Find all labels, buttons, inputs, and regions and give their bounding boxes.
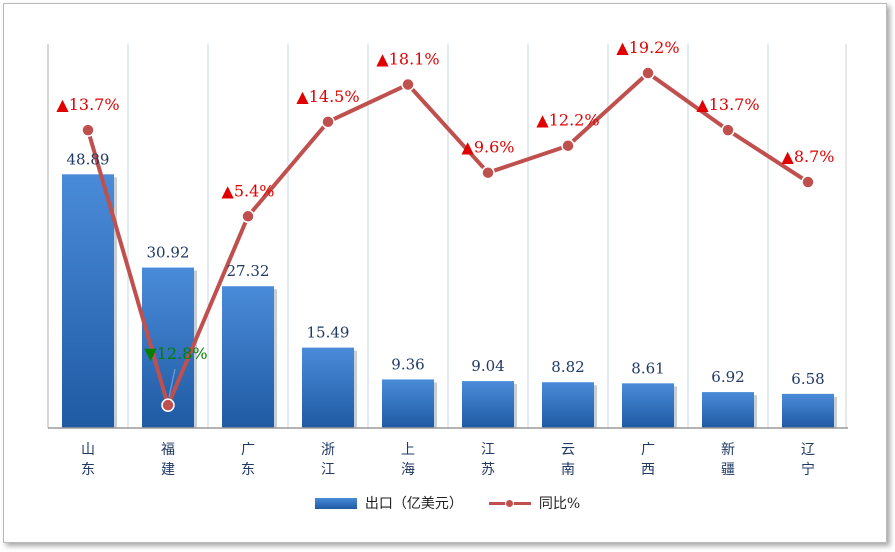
legend-swatch-bar xyxy=(314,497,357,509)
legend-swatch-line xyxy=(488,498,531,509)
bar-value-label: 15.49 xyxy=(307,324,350,342)
bar-value-label: 8.61 xyxy=(631,359,664,377)
bar-4 xyxy=(302,347,354,428)
x-tick-label: 辽宁 xyxy=(801,442,815,478)
x-tick-label-line: 海 xyxy=(401,462,415,478)
bar-1 xyxy=(62,174,114,428)
x-tick-label-line: 江 xyxy=(481,442,495,458)
legend-item-export: 出口（亿美元） xyxy=(314,493,463,513)
yoy-point-2 xyxy=(161,398,175,412)
yoy-point-7 xyxy=(561,138,575,153)
yoy-point-4 xyxy=(321,115,335,129)
yoy-value-label: ▲5.4% xyxy=(222,181,275,200)
x-tick-label: 浙江 xyxy=(321,442,335,478)
x-tick-label-line: 苏 xyxy=(481,462,495,478)
yoy-point-8 xyxy=(641,66,655,80)
x-tick-label: 广东 xyxy=(241,442,255,478)
yoy-point-6 xyxy=(481,165,495,180)
yoy-point-10 xyxy=(801,175,815,189)
bar-9 xyxy=(702,392,754,428)
x-tick-label-line: 广 xyxy=(241,442,255,458)
legend-label-export: 出口（亿美元） xyxy=(364,496,463,512)
x-tick-label-line: 辽 xyxy=(801,442,815,458)
x-tick-label: 福建 xyxy=(161,442,175,478)
x-tick-label: 新疆 xyxy=(721,442,735,478)
x-tick-label-line: 云 xyxy=(561,442,575,458)
x-tick-label-line: 东 xyxy=(81,462,95,478)
x-tick-label-line: 疆 xyxy=(721,462,735,478)
legend-item-yoy: 同比% xyxy=(488,493,581,513)
bar-value-label: 9.36 xyxy=(391,355,424,373)
bar-value-label: 6.92 xyxy=(711,368,744,386)
yoy-value-label: ▲9.6% xyxy=(462,138,515,157)
x-tick-label-line: 宁 xyxy=(801,461,815,478)
yoy-line xyxy=(86,71,810,408)
x-tick-label-line: 福 xyxy=(161,442,175,458)
x-tick-label-line: 上 xyxy=(401,442,415,458)
legend: 出口（亿美元） 同比% xyxy=(0,493,895,513)
x-tick-label-line: 广 xyxy=(641,442,655,458)
yoy-point-5 xyxy=(401,77,415,92)
yoy-point-3 xyxy=(241,209,255,224)
x-tick-label-line: 山 xyxy=(81,442,95,458)
bar-7 xyxy=(542,382,594,428)
yoy-value-label: ▲13.7% xyxy=(696,95,759,114)
bar-value-label: 30.92 xyxy=(147,244,190,262)
yoy-value-label: ▲19.2% xyxy=(616,38,679,57)
x-tick-label-line: 浙 xyxy=(321,442,335,458)
yoy-point-1 xyxy=(81,123,95,137)
legend-label-yoy: 同比% xyxy=(538,496,581,512)
yoy-value-label: ▲14.5% xyxy=(296,87,359,106)
x-tick-label: 山东 xyxy=(81,442,95,478)
x-tick-label: 江苏 xyxy=(481,442,495,478)
yoy-value-label: ▲18.1% xyxy=(376,49,439,68)
bar-value-label: 8.82 xyxy=(551,358,584,376)
yoy-value-label: ▲8.7% xyxy=(782,147,835,166)
bar-10 xyxy=(782,393,834,428)
x-tick-label-line: 建 xyxy=(161,462,175,478)
yoy-value-label: ▲12.2% xyxy=(536,111,599,130)
bar-5 xyxy=(382,379,434,428)
bar-8 xyxy=(622,383,674,428)
yoy-value-label: ▼12.8% xyxy=(144,344,207,363)
yoy-point-9 xyxy=(721,123,735,137)
yoy-value-label: ▲13.7% xyxy=(56,95,119,114)
bar-value-label: 9.04 xyxy=(471,357,504,375)
x-tick-label: 广西 xyxy=(641,442,655,478)
bar-value-label: 27.32 xyxy=(227,262,270,280)
x-tick-label-line: 西 xyxy=(641,462,655,478)
x-tick-label: 上海 xyxy=(401,442,415,478)
x-tick-label: 云南 xyxy=(561,442,575,478)
bar-6 xyxy=(462,381,514,428)
bar-3 xyxy=(222,286,274,428)
bar-value-label: 48.89 xyxy=(67,150,110,168)
x-tick-label-line: 江 xyxy=(321,462,335,478)
yoy-label-leader xyxy=(168,369,176,398)
bar-value-label: 6.58 xyxy=(791,370,824,388)
x-tick-label-line: 新 xyxy=(721,442,735,458)
x-tick-label-line: 南 xyxy=(561,462,575,478)
x-tick-label-line: 东 xyxy=(241,462,255,478)
